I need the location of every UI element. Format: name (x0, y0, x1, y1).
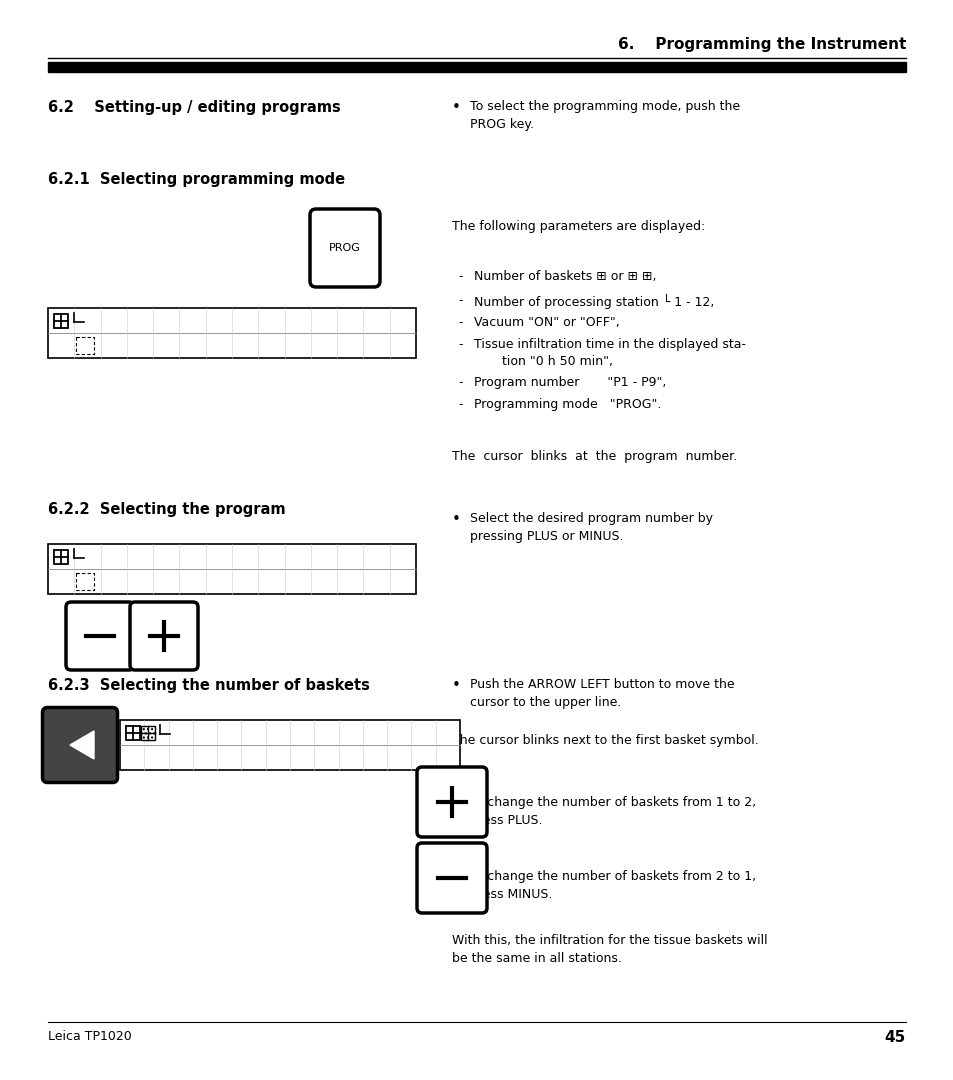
Text: -: - (457, 338, 462, 351)
Text: Number of processing station └ 1 - 12,: Number of processing station └ 1 - 12, (474, 294, 714, 309)
Bar (48, 62, 905, 72)
Text: P 3    P R O G: P 3 P R O G (56, 577, 125, 586)
Text: With this, the infiltration for the tissue baskets will
be the same in all stati: With this, the infiltration for the tiss… (452, 934, 767, 966)
Text: Programming mode   "PROG".: Programming mode "PROG". (474, 399, 660, 411)
Text: 0 1    V                   0 h 5 0: 0 1 V 0 h 5 0 (86, 315, 220, 325)
Bar (54, 550, 68, 564)
Text: Program number       "P1 - P9",: Program number "P1 - P9", (474, 376, 666, 389)
Text: •: • (452, 512, 460, 527)
Text: Select the desired program number by
pressing PLUS or MINUS.: Select the desired program number by pre… (470, 512, 712, 543)
FancyBboxPatch shape (130, 602, 198, 670)
Text: •: • (452, 100, 460, 114)
Text: Push the ARROW LEFT button to move the
cursor to the upper line.: Push the ARROW LEFT button to move the c… (470, 678, 734, 708)
FancyBboxPatch shape (310, 210, 379, 287)
Text: P 3    P R O G: P 3 P R O G (56, 340, 125, 351)
Bar (48, 544, 416, 594)
Text: P 3    P R O G: P 3 P R O G (128, 753, 196, 762)
Bar (76, 572, 94, 590)
Text: •: • (452, 796, 460, 811)
FancyBboxPatch shape (416, 843, 486, 913)
Text: Number of baskets ⊞ or ⊞ ⊞,: Number of baskets ⊞ or ⊞ ⊞, (474, 270, 656, 283)
Text: Leica TP1020: Leica TP1020 (48, 1030, 132, 1043)
Text: To change the number of baskets from 1 to 2,
press PLUS.: To change the number of baskets from 1 t… (470, 796, 756, 827)
Text: 0 1   V               0 h 0 0: 0 1 V 0 h 0 0 (172, 728, 290, 738)
Text: -: - (457, 376, 462, 389)
Text: The  cursor  blinks  at  the  program  number.: The cursor blinks at the program number. (452, 450, 737, 463)
Text: To select the programming mode, push the
PROG key.: To select the programming mode, push the… (470, 100, 740, 131)
Bar (141, 726, 154, 740)
Text: To change the number of baskets from 2 to 1,
press MINUS.: To change the number of baskets from 2 t… (470, 870, 756, 901)
FancyBboxPatch shape (66, 602, 133, 670)
Text: PROG: PROG (329, 243, 360, 253)
Text: 6.2.2  Selecting the program: 6.2.2 Selecting the program (48, 502, 285, 517)
Text: Tissue infiltration time in the displayed sta-
       tion "0 h 50 min",: Tissue infiltration time in the displaye… (474, 338, 745, 368)
Text: •: • (452, 870, 460, 885)
Text: •: • (452, 678, 460, 693)
Text: -: - (457, 270, 462, 283)
Text: Vacuum "ON" or "OFF",: Vacuum "ON" or "OFF", (474, 316, 619, 329)
Bar (76, 337, 94, 353)
Text: -: - (457, 399, 462, 411)
Bar (54, 313, 68, 327)
Polygon shape (70, 731, 94, 759)
Text: 45: 45 (883, 1030, 905, 1045)
Bar (48, 308, 416, 357)
Bar (126, 726, 140, 740)
Text: 6.2    Setting-up / editing programs: 6.2 Setting-up / editing programs (48, 100, 340, 114)
Text: The following parameters are displayed:: The following parameters are displayed: (452, 220, 704, 233)
FancyBboxPatch shape (43, 707, 117, 783)
Text: 0 1    V                   0 h 5 0: 0 1 V 0 h 5 0 (86, 552, 220, 562)
Text: 6.2.3  Selecting the number of baskets: 6.2.3 Selecting the number of baskets (48, 678, 370, 693)
FancyBboxPatch shape (416, 767, 486, 837)
Text: The cursor blinks next to the first basket symbol.: The cursor blinks next to the first bask… (452, 734, 758, 747)
Text: -: - (457, 316, 462, 329)
Text: 6.    Programming the Instrument: 6. Programming the Instrument (617, 37, 905, 52)
Text: -: - (457, 294, 462, 307)
Text: 6.2.1  Selecting programming mode: 6.2.1 Selecting programming mode (48, 172, 345, 187)
Bar (120, 720, 459, 770)
